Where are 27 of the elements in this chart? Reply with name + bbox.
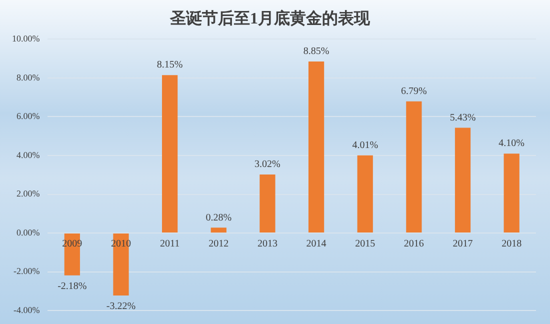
x-tick-label: 2018 [502, 238, 522, 250]
x-tick-label: 2012 [208, 238, 229, 250]
data-label: 8.15% [156, 60, 183, 71]
x-tick-label: 2013 [257, 238, 278, 250]
x-tick-label: 2016 [404, 238, 424, 250]
y-tick-label: 2.00% [16, 188, 40, 199]
data-label: 0.28% [206, 212, 232, 224]
y-tick-label: 8.00% [16, 72, 40, 82]
data-label: -2.18% [58, 280, 87, 292]
data-label: 4.10% [498, 138, 525, 150]
y-tick-label: -4.00% [13, 304, 40, 315]
y-tick-label: 6.00% [16, 111, 40, 122]
data-label: -3.22% [106, 301, 136, 312]
x-tick-label: 2017 [452, 238, 473, 250]
y-tick-label: 0.00% [16, 227, 40, 238]
data-label: 4.01% [352, 140, 378, 151]
x-tick-label: 2011 [160, 238, 180, 250]
x-tick-label: 2015 [355, 238, 376, 250]
data-label: 3.02% [254, 159, 280, 170]
y-tick-label: -2.00% [13, 266, 40, 276]
data-label: 8.85% [303, 46, 330, 58]
data-label: 5.43% [450, 112, 476, 124]
data-label: 6.79% [401, 86, 427, 98]
x-tick-label: 2014 [306, 238, 326, 250]
chart-title: 圣诞节后至1月底黄金的表现 [169, 10, 371, 28]
y-tick-label: 4.00% [16, 150, 40, 160]
y-tick-label: 10.00% [12, 34, 40, 44]
